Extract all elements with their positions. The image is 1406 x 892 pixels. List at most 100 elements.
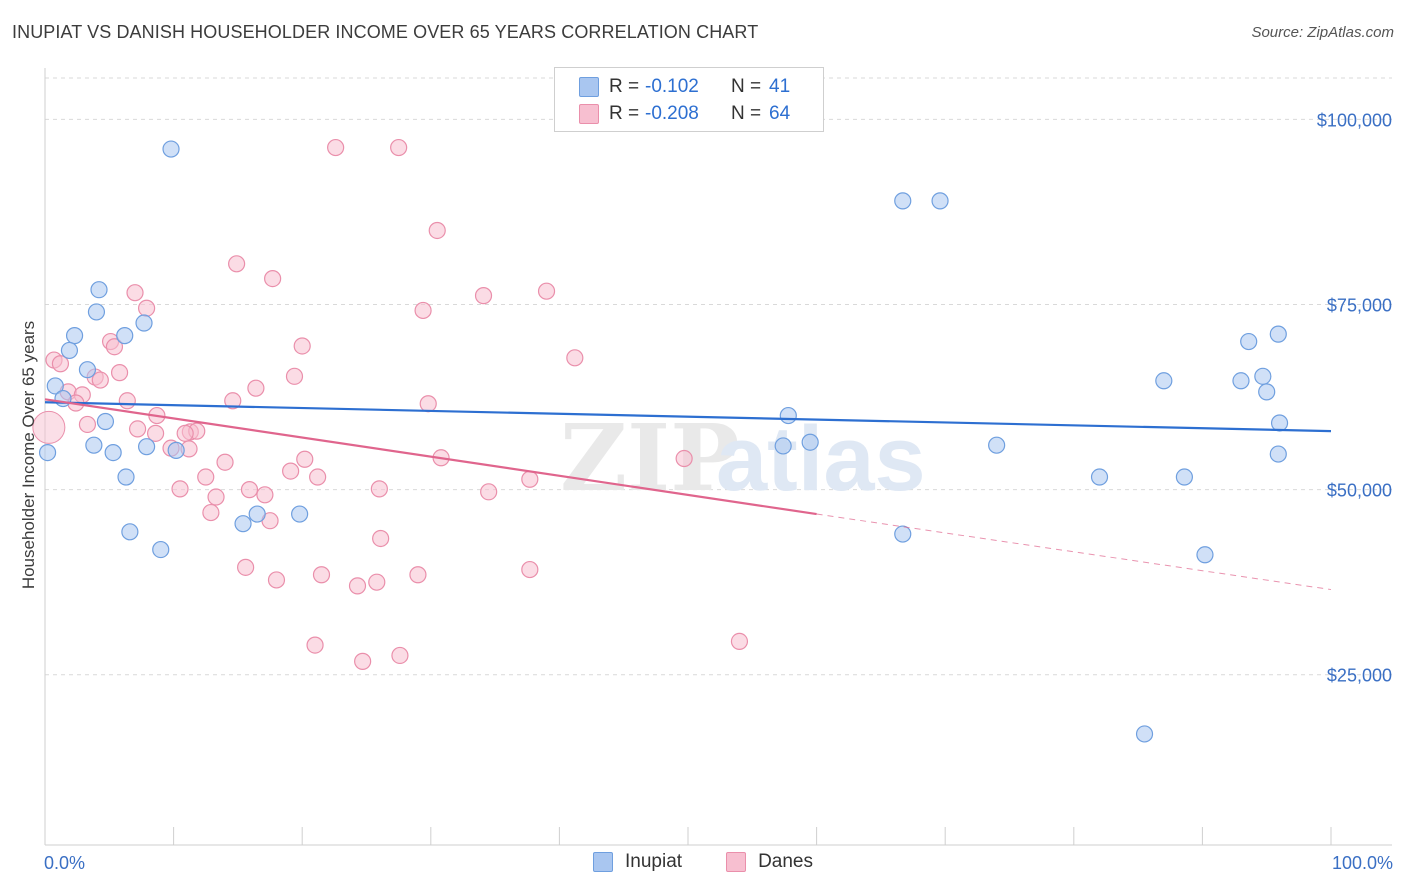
legend-label: Danes <box>758 851 813 872</box>
inupiat-point <box>78 361 97 379</box>
legend-item-inupiat[interactable]: Inupiat <box>593 851 682 873</box>
legend-row-danes: R = -0.208 N = 64 <box>579 101 790 127</box>
y-tick-label: $75,000 <box>1327 296 1392 316</box>
inupiat-point <box>121 523 139 541</box>
inupiat-point <box>54 389 72 408</box>
danes-point <box>391 646 409 665</box>
r-value: -0.102 <box>645 76 699 97</box>
danes-point <box>197 468 215 486</box>
danes-point <box>354 652 372 670</box>
inupiat-point <box>46 377 64 395</box>
inupiat-point <box>1269 445 1287 463</box>
axis-labels: $25,000 $50,000 $75,000 $100,000 0.0% 100.0% H… <box>19 110 1393 873</box>
legend-row-inupiat: R = -0.102 N = 41 <box>579 74 790 100</box>
inupiat-point <box>1090 468 1109 486</box>
inupiat-point <box>117 468 135 486</box>
chart-title: INUPIAT VS DANISH HOUSEHOLDER INCOME OVE… <box>12 22 759 42</box>
inupiat-point <box>167 441 185 459</box>
danes-point <box>202 503 220 522</box>
danes-point <box>390 138 408 157</box>
danes-point <box>264 270 282 288</box>
series-legend: Inupiat Danes <box>0 851 1406 873</box>
inupiat-point <box>1258 383 1276 401</box>
danes-point <box>105 338 124 356</box>
inupiat-point <box>135 314 153 332</box>
inupiat-point <box>1254 367 1272 385</box>
watermark-atlas: atlas <box>716 408 926 510</box>
danes-point <box>256 486 274 504</box>
danes-swatch <box>726 852 747 872</box>
source-credit: Source: ZipAtlas.com <box>1251 24 1394 41</box>
danes-point <box>247 379 265 397</box>
danes-trendline <box>44 398 817 516</box>
inupiat-point <box>894 525 912 543</box>
danes-point <box>312 566 331 584</box>
inupiat-point <box>137 438 156 456</box>
legend-label: Inupiat <box>625 851 683 872</box>
danes-point <box>368 573 386 591</box>
legend-item-danes[interactable]: Danes <box>726 851 813 873</box>
danes-point <box>370 480 388 498</box>
danes-point <box>78 415 97 434</box>
inupiat-point <box>774 437 792 455</box>
inupiat-point <box>801 433 819 451</box>
inupiat-point <box>248 505 266 523</box>
danes-point <box>267 571 286 589</box>
danes-point <box>521 470 539 488</box>
n-label: N = <box>731 76 762 97</box>
inupiat-point <box>1155 372 1173 390</box>
danes-point <box>414 301 432 320</box>
y-tick-label: $50,000 <box>1327 481 1392 501</box>
y-tick-label: $25,000 <box>1327 666 1392 686</box>
danes-point <box>730 632 749 650</box>
inupiat-point <box>38 443 57 462</box>
inupiat-point <box>1135 725 1154 743</box>
danes-point <box>171 480 189 498</box>
danes-swatch <box>579 104 599 124</box>
danes-point <box>309 468 327 486</box>
inupiat-point <box>1232 372 1250 390</box>
inupiat-point <box>988 436 1006 454</box>
inupiat-point <box>1269 325 1287 343</box>
inupiat-point <box>291 505 309 523</box>
danes-point <box>146 424 165 442</box>
inupiat-point <box>65 327 84 345</box>
danes-point <box>176 424 194 442</box>
inupiat-point <box>931 192 949 210</box>
n-value: 64 <box>769 103 791 124</box>
danes-point <box>293 337 311 355</box>
danes-point <box>240 481 259 499</box>
danes-point <box>228 255 246 273</box>
danes-point <box>537 282 556 300</box>
n-label: N = <box>731 103 762 124</box>
danes-point <box>675 449 693 468</box>
inupiat-point <box>116 327 134 345</box>
danes-point <box>306 636 324 654</box>
inupiat-point <box>152 540 170 559</box>
inupiat-point <box>104 443 122 462</box>
danes-point <box>521 560 539 579</box>
r-label: R = <box>609 103 640 124</box>
danes-point <box>566 349 584 367</box>
danes-point <box>327 138 345 157</box>
y-tick-label: $100,000 <box>1317 110 1392 130</box>
danes-point <box>137 299 156 317</box>
watermark-zip: ZIP <box>560 404 739 512</box>
danes-point <box>128 420 147 438</box>
danes-point <box>296 450 314 468</box>
y-axis-title: Householder Income Over 65 years <box>19 321 38 589</box>
danes-point <box>348 577 367 595</box>
x-tick-label-min: 0.0% <box>44 853 85 873</box>
points-layer <box>32 138 1289 743</box>
inupiat-point <box>1240 332 1258 351</box>
danes-point <box>474 287 493 305</box>
inupiat-swatch <box>593 852 614 872</box>
danes-point <box>237 558 255 576</box>
danes-point <box>118 392 136 410</box>
x-tick-label-max: 100.0% <box>1332 853 1393 873</box>
inupiat-point <box>1196 546 1214 564</box>
danes-point <box>51 355 70 373</box>
inupiat-point <box>96 412 115 431</box>
danes-trendline-extension <box>816 513 1332 591</box>
